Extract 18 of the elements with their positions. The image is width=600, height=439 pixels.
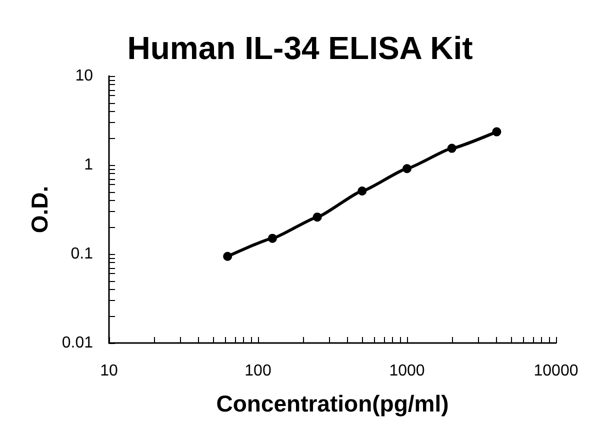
point [402, 164, 412, 174]
point [447, 144, 456, 153]
y-tick-label: 1 [84, 156, 94, 174]
y-axis-title: O.D. [26, 186, 52, 234]
y-tick-label: 0.01 [62, 334, 94, 352]
point [492, 127, 502, 136]
y-tick-label: 10 [75, 68, 94, 84]
point [268, 234, 277, 243]
x-tick-label: 10 [100, 362, 118, 380]
x-tick-label: 100 [244, 362, 272, 380]
x-axis-title: Concentration(pg/ml) [216, 390, 449, 416]
point [358, 186, 367, 196]
chart-title: Human IL-34 ELISA Kit [127, 30, 474, 66]
y-tick-label: 0.1 [70, 246, 94, 262]
x-tick-label: 10000 [534, 362, 578, 380]
point [223, 252, 232, 261]
point [312, 212, 322, 222]
x-tick-label: 1000 [389, 362, 425, 380]
